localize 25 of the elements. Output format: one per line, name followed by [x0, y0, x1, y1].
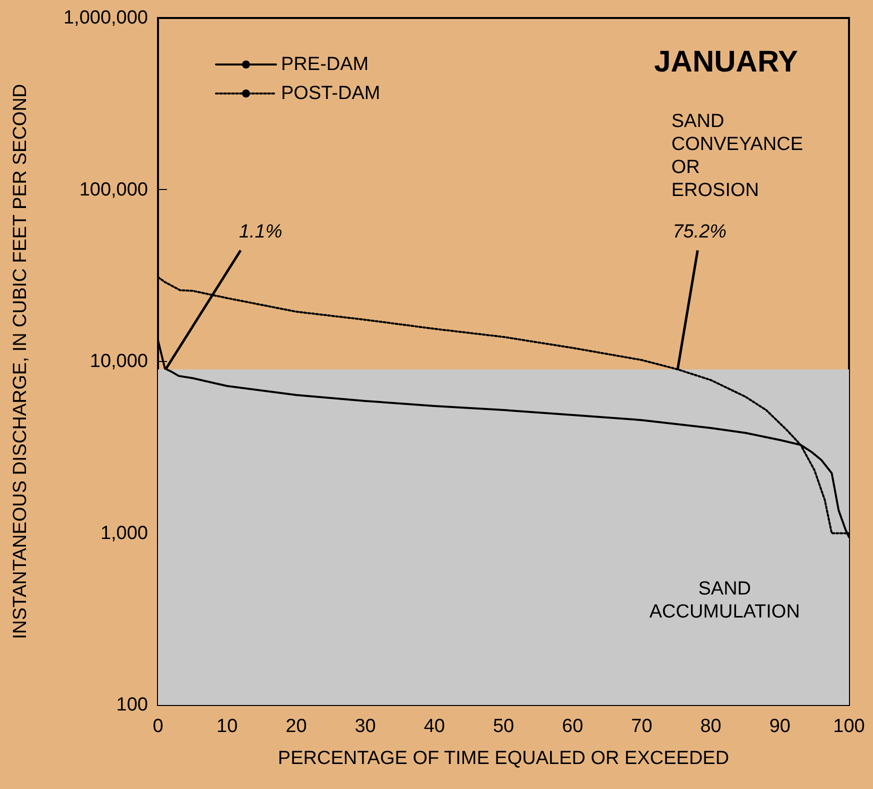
y-axis-title: INSTANTANEOUS DISCHARGE, IN CUBIC FEET PER SECOND [10, 84, 31, 640]
y-tick-label: 10,000 [90, 351, 148, 372]
x-tick-label: 100 [833, 716, 865, 737]
text: JANUARY [654, 46, 798, 78]
x-tick-label: 10 [216, 716, 238, 737]
legend-label: POST-DAM [281, 83, 380, 104]
y-tick-label: 100,000 [79, 179, 148, 200]
band-label: SAND ACCUMULATION [649, 578, 800, 622]
x-tick-label: 50 [492, 716, 514, 737]
x-tick-label: 40 [424, 716, 445, 737]
annotation: 75.2% [672, 221, 727, 242]
annotation: 1.1% [238, 221, 282, 242]
x-tick-label: 70 [631, 716, 652, 737]
y-tick-label: 1,000,000 [63, 8, 148, 28]
x-tick-label: 0 [152, 716, 164, 737]
y-tick-label: 100 [116, 694, 148, 716]
x-tick-label: 30 [354, 716, 376, 737]
x-tick-label: 60 [562, 716, 584, 737]
x-axis-title: PERCENTAGE OF TIME EQUALED OR EXCEEDED [278, 748, 730, 769]
annotation: SAND CONVEYANCE OR EROSION [671, 111, 804, 201]
x-tick-label: 20 [286, 716, 307, 737]
x-tick-label: 80 [700, 716, 722, 737]
legend-label: PRE-DAM [281, 54, 369, 75]
y-tick-label: 1,000 [100, 522, 148, 544]
x-tick-label: 90 [769, 716, 790, 737]
